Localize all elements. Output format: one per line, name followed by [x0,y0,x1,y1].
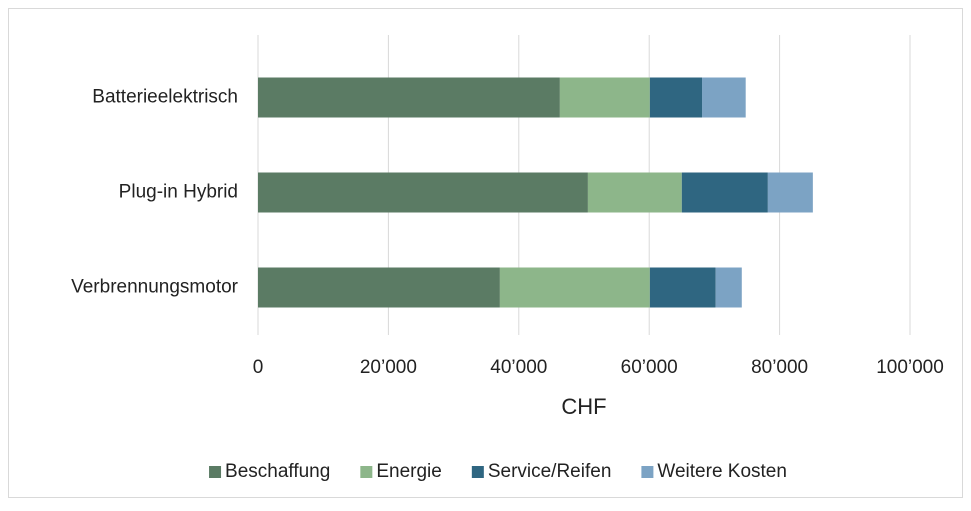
legend-label: Energie [376,461,442,482]
bar-segment [702,77,746,118]
y-tick-label: Batterieelektrisch [92,87,238,108]
x-tick-label: 80’000 [751,357,808,378]
bar-segment [559,77,650,118]
bar-segment [499,267,650,308]
legend-label: Weitere Kosten [657,461,787,482]
bar-segment [587,172,682,213]
x-tick-label: 100’000 [876,357,944,378]
chart-frame [8,8,963,498]
bar-segment [649,77,703,118]
legend-swatch [360,466,373,478]
x-tick-label: 20’000 [360,357,417,378]
y-tick-label: Plug-in Hybrid [119,182,238,203]
legend-swatch [471,466,484,478]
legend-label: Service/Reifen [488,461,612,482]
legend-swatch [641,466,654,478]
bar-segment [258,77,560,118]
x-tick-label: 0 [253,357,264,378]
x-tick-label: 40’000 [490,357,547,378]
bar-segment [258,267,500,308]
bar-segment [715,267,742,308]
x-tick-label: 60’000 [621,357,678,378]
legend-swatch [209,466,222,478]
x-axis-label: CHF [561,394,606,419]
bar-segment [681,172,768,213]
bar-segment [258,172,588,213]
bar-segment [649,267,716,308]
y-tick-label: Verbrennungsmotor [71,277,239,298]
legend-label: Beschaffung [225,461,330,482]
bar-segment [767,172,813,213]
